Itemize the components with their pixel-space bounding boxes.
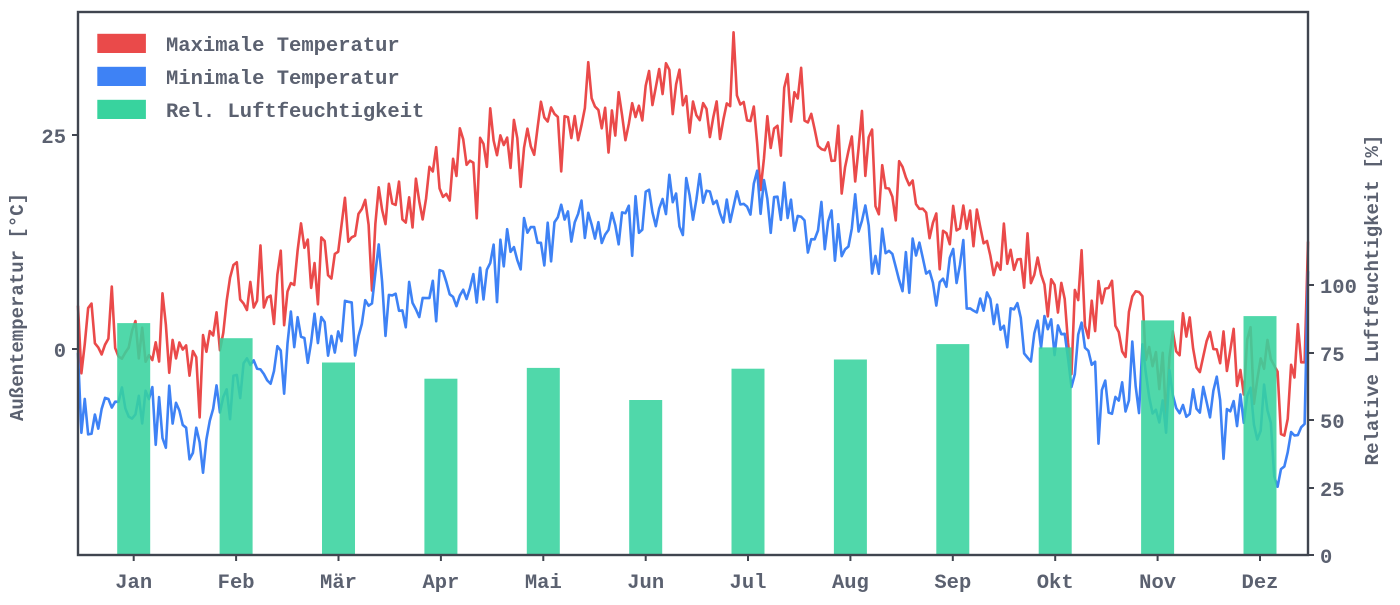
svg-text:Mai: Mai — [525, 572, 562, 595]
svg-text:Relative Luftfeuchtigkeit [%]: Relative Luftfeuchtigkeit [%] — [1362, 135, 1384, 466]
svg-text:Jan: Jan — [115, 572, 152, 595]
svg-text:Aug: Aug — [832, 572, 869, 595]
svg-text:0: 0 — [1320, 547, 1332, 570]
svg-text:Rel. Luftfeuchtigkeit: Rel. Luftfeuchtigkeit — [166, 101, 424, 124]
svg-text:Sep: Sep — [934, 572, 971, 595]
svg-text:25: 25 — [41, 127, 66, 150]
svg-text:Jun: Jun — [627, 572, 664, 595]
svg-text:Mär: Mär — [320, 572, 357, 595]
svg-text:Maximale Temperatur: Maximale Temperatur — [166, 35, 400, 58]
svg-text:Außentemperatur [°C]: Außentemperatur [°C] — [7, 193, 29, 421]
svg-text:Dez: Dez — [1242, 572, 1279, 595]
svg-text:Okt: Okt — [1037, 572, 1074, 595]
svg-text:Nov: Nov — [1139, 572, 1176, 595]
svg-text:100: 100 — [1320, 277, 1357, 300]
svg-text:50: 50 — [1320, 412, 1345, 435]
svg-text:75: 75 — [1320, 345, 1345, 368]
svg-text:25: 25 — [1320, 480, 1345, 503]
svg-text:Minimale Temperatur: Minimale Temperatur — [166, 68, 400, 91]
svg-text:Feb: Feb — [218, 572, 255, 595]
svg-text:0: 0 — [54, 341, 66, 364]
svg-text:Apr: Apr — [422, 572, 459, 595]
svg-text:Jul: Jul — [730, 572, 767, 595]
